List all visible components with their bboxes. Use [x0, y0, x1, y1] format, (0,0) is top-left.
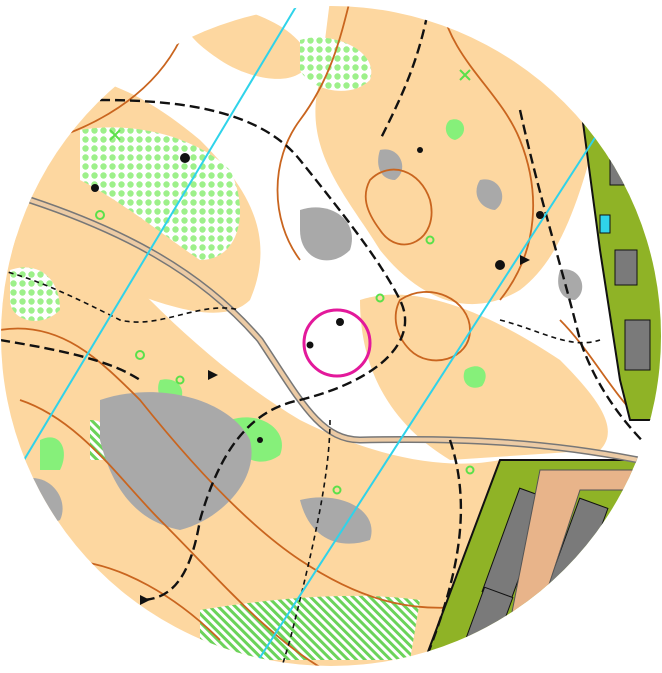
water-tank	[599, 214, 611, 234]
distinct-tree	[175, 375, 185, 385]
paved-area	[499, 469, 661, 666]
control-circle	[302, 308, 372, 378]
cliff-tag	[520, 255, 530, 265]
boulder	[306, 341, 314, 349]
rocky-ground	[476, 179, 503, 210]
distinct-tree	[465, 465, 475, 475]
magnetic-north-lines	[1, 6, 601, 666]
rough-open	[80, 127, 240, 260]
distinct-tree	[575, 625, 585, 635]
boulder	[180, 153, 190, 163]
north-line	[1, 6, 301, 501]
distinct-tree	[332, 485, 342, 495]
boulder	[257, 437, 263, 443]
north-line	[249, 129, 601, 666]
open-area	[315, 6, 600, 304]
track	[518, 109, 661, 461]
green-area	[445, 119, 465, 140]
rocky-ground	[378, 149, 403, 180]
footpath	[279, 419, 331, 666]
rocky-ground	[300, 497, 372, 544]
boulder	[417, 147, 423, 153]
distinct-tree	[425, 235, 435, 245]
boulder	[536, 211, 544, 219]
special-vegetation	[109, 129, 121, 141]
contour-line	[364, 168, 433, 246]
contour-line	[19, 399, 331, 666]
vegetation	[10, 37, 486, 660]
distinct-tree	[375, 293, 385, 303]
rough-open	[300, 37, 372, 91]
cliff-tag	[208, 370, 218, 380]
special-vegetation	[459, 69, 471, 81]
rocky-ground	[300, 207, 352, 261]
cliff-tag	[140, 595, 150, 605]
boulder	[336, 318, 344, 326]
footpath	[499, 319, 601, 344]
boulder	[495, 260, 505, 270]
green-area	[463, 366, 486, 388]
footpath	[1, 269, 241, 323]
contour-line	[276, 6, 351, 261]
contour-line	[1, 327, 501, 609]
building	[609, 139, 636, 186]
building	[624, 319, 651, 371]
contour-line	[394, 291, 471, 362]
track	[99, 98, 407, 602]
marsh	[200, 595, 420, 660]
boulder	[91, 184, 99, 192]
track	[1, 338, 141, 381]
distinct-tree	[135, 350, 145, 360]
building	[614, 249, 638, 286]
rough-open	[10, 267, 60, 321]
contour-line	[439, 6, 535, 301]
distinct-tree	[95, 210, 105, 220]
green-area	[40, 437, 64, 470]
